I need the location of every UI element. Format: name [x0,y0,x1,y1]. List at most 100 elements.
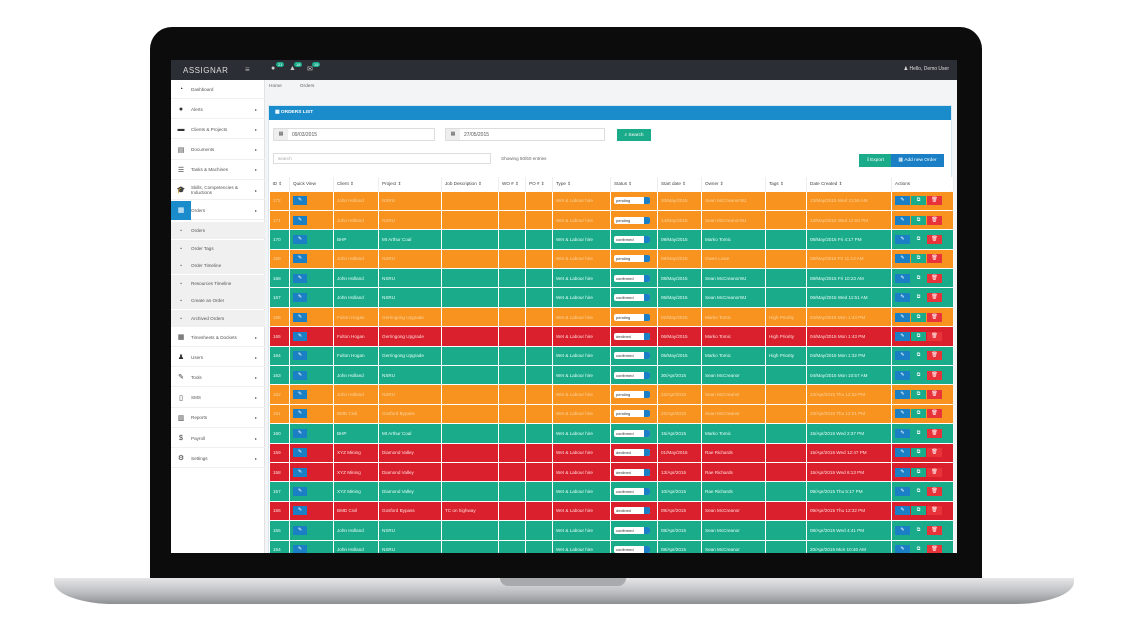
delete-button[interactable]: 🗑 [927,196,942,206]
edit-button[interactable]: ✎ [895,312,910,322]
status-select[interactable]: pending [614,313,650,321]
status-select[interactable]: confirmed [614,429,650,437]
sort-icon[interactable]: ⇕ [513,180,519,186]
duplicate-button[interactable]: ⧉ [911,525,926,535]
sidebar-item-reports[interactable]: ▥ Reports ▸ [171,409,265,428]
status-select[interactable]: confirmed [614,274,650,282]
edit-button[interactable]: ✎ [895,370,910,380]
sidebar-item-payroll[interactable]: $ Payroll ▸ [171,429,265,448]
user-menu[interactable]: ♟ Hello, Demo User [904,66,949,72]
sidebar-subitem-archived-orders[interactable]: • Archived Orders [171,309,265,327]
export-button[interactable]: ⇩ Export [859,154,891,167]
delete-button[interactable]: 🗑 [927,467,942,477]
quick-view-button[interactable]: ✎ [293,467,307,477]
date-to-field[interactable]: ▦ 27/05/2015 [445,128,605,141]
status-select[interactable]: declined [614,332,650,340]
quick-view-button[interactable]: ✎ [293,215,307,225]
duplicate-button[interactable]: ⧉ [911,487,926,497]
duplicate-button[interactable]: ⧉ [911,351,926,361]
edit-button[interactable]: ✎ [895,234,910,244]
quick-view-button[interactable]: ✎ [293,409,307,419]
status-select[interactable]: pending [614,410,650,418]
quick-view-button[interactable]: ✎ [293,293,307,303]
status-select[interactable]: confirmed [614,371,650,379]
duplicate-button[interactable]: ⧉ [911,409,926,419]
delete-button[interactable]: 🗑 [927,525,942,535]
delete-button[interactable]: 🗑 [927,428,942,438]
column-header-project[interactable]: Project ⇕ [378,177,442,191]
quick-view-button[interactable]: ✎ [293,331,307,341]
sort-icon[interactable]: ⇕ [680,180,687,186]
column-header-job-description[interactable]: Job Description ⇕ [441,177,499,191]
column-header-id[interactable]: ID ⇕ [269,177,290,191]
duplicate-button[interactable]: ⧉ [911,234,926,244]
sort-icon[interactable]: ⇕ [476,180,482,186]
quick-view-button[interactable]: ✎ [293,390,307,400]
duplicate-button[interactable]: ⧉ [911,273,926,283]
quick-view-button[interactable]: ✎ [293,487,307,497]
sort-icon[interactable]: ⇕ [277,180,283,186]
sort-icon[interactable]: ⇕ [718,180,724,186]
sidebar-subitem-orders[interactable]: • Orders [171,222,265,239]
duplicate-button[interactable]: ⧉ [911,331,926,341]
breadcrumb-home[interactable]: Home [269,84,282,89]
sidebar-item-documents[interactable]: ▤ Documents ▸ [171,141,265,160]
column-header-actions[interactable]: Actions [891,177,954,191]
sort-icon[interactable]: ⇕ [396,180,402,186]
column-header-start-date[interactable]: Start date ⇕ [657,177,702,191]
status-select[interactable]: pending [614,391,650,399]
quick-view-button[interactable]: ✎ [293,273,307,283]
edit-button[interactable]: ✎ [895,487,910,497]
sidebar-subitem-order-tags[interactable]: • Order Tags [171,239,265,257]
delete-button[interactable]: 🗑 [927,448,942,458]
column-header-client[interactable]: Client ⇕ [333,177,379,191]
hamburger-icon[interactable]: ≡ [245,65,250,74]
sort-icon[interactable]: ⇕ [837,180,843,186]
quick-view-button[interactable]: ✎ [293,234,307,244]
duplicate-button[interactable]: ⧉ [911,312,926,322]
sidebar-item-dashboard[interactable]: ◔ Dashboard [171,80,265,99]
edit-button[interactable]: ✎ [895,428,910,438]
status-select[interactable]: pending [614,216,650,224]
duplicate-button[interactable]: ⧉ [911,254,926,264]
column-header-type[interactable]: Type ⇕ [552,177,611,191]
sidebar-item-sms[interactable]: ▯ SMS ▸ [171,389,265,408]
delete-button[interactable]: 🗑 [927,409,942,419]
edit-button[interactable]: ✎ [895,331,910,341]
column-header-po[interactable]: PO # ⇕ [525,177,553,191]
duplicate-button[interactable]: ⧉ [911,428,926,438]
duplicate-button[interactable]: ⧉ [911,390,926,400]
duplicate-button[interactable]: ⧉ [911,215,926,225]
sidebar-item-orders[interactable]: ▦ Orders ▸ [171,200,265,221]
delete-button[interactable]: 🗑 [927,254,942,264]
status-select[interactable]: confirmed [614,526,650,534]
delete-button[interactable]: 🗑 [927,370,942,380]
status-select[interactable]: pending [614,255,650,263]
column-header-status[interactable]: Status ⇕ [610,177,658,191]
edit-button[interactable]: ✎ [895,390,910,400]
edit-button[interactable]: ✎ [895,254,910,264]
calendar-icon[interactable]: ▦ [446,129,460,140]
sidebar-item-clients-projects[interactable]: ▬ Clients & Projects ▸ [171,120,265,140]
quick-view-button[interactable]: ✎ [293,196,307,206]
edit-button[interactable]: ✎ [895,545,910,553]
sidebar-item-alerts[interactable]: ● Alerts ▸ [171,100,265,120]
sidebar-item-settings[interactable]: ⚙ Settings ▸ [171,449,265,469]
delete-button[interactable]: 🗑 [927,487,942,497]
sidebar-item-timesheets-dockets[interactable]: ▦ Timesheets & Dockets ▸ [171,328,265,347]
duplicate-button[interactable]: ⧉ [911,467,926,477]
column-header-tags[interactable]: Tags ⇕ [765,177,807,191]
edit-button[interactable]: ✎ [895,351,910,361]
sort-icon[interactable]: ⇕ [565,180,572,186]
sort-icon[interactable]: ⇕ [348,180,354,186]
duplicate-button[interactable]: ⧉ [911,448,926,458]
edit-button[interactable]: ✎ [895,506,910,516]
status-select[interactable]: declined [614,507,650,515]
column-header-wo[interactable]: WO # ⇕ [498,177,526,191]
status-select[interactable]: confirmed [614,235,650,243]
quick-view-button[interactable]: ✎ [293,448,307,458]
edit-button[interactable]: ✎ [895,215,910,225]
status-select[interactable]: declined [614,468,650,476]
duplicate-button[interactable]: ⧉ [911,293,926,303]
quick-view-button[interactable]: ✎ [293,545,307,553]
